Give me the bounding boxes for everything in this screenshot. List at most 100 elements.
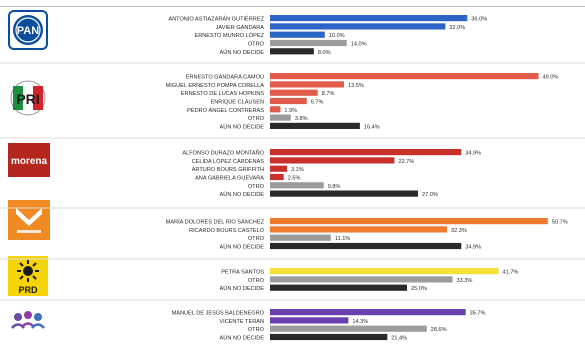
bar [270, 114, 291, 121]
pan-logo-text: PAN [17, 25, 39, 37]
value-label: 16.4% [364, 124, 380, 130]
bar [270, 89, 318, 96]
category-label: VICENTE TERÁN [219, 318, 264, 325]
morena-logo-text: morena [11, 156, 48, 167]
mc-logo-icon [8, 200, 50, 240]
bar [270, 234, 331, 241]
category-label: OTRO [248, 236, 265, 242]
bar [270, 81, 344, 88]
category-label: MIGUEL ERNESTO POMPA CORELLA [166, 83, 265, 89]
category-label: OTRO [248, 184, 265, 190]
category-label: ARTURO BOURS GRIFFITH [192, 167, 264, 173]
value-label: 33.3% [457, 278, 473, 284]
bar [270, 23, 446, 30]
bar [270, 97, 307, 105]
value-label: 28.6% [431, 327, 447, 333]
bar [270, 325, 427, 332]
value-label: 14.0% [351, 42, 367, 48]
value-label: 32.3% [451, 228, 467, 234]
category-label: ANA GABRIELA GUEVARA [195, 176, 264, 182]
prd-logo-icon: PRD [8, 256, 48, 296]
category-label: ALFONSO DURAZO MONTAÑO [182, 150, 264, 157]
category-label: AÚN NO DECIDE [220, 285, 265, 292]
bar [270, 122, 360, 129]
value-label: 9.8% [328, 184, 341, 190]
category-label: AÚN NO DECIDE [220, 191, 265, 198]
morena-logo-icon: morena [8, 143, 50, 177]
category-label: OTRO [248, 42, 265, 48]
bar [270, 182, 324, 189]
value-label: 14.3% [352, 319, 368, 325]
value-label: 27.0% [422, 192, 438, 198]
bar [270, 218, 548, 225]
category-label: MARÍA DOLORES DEL RÍO SÁNCHEZ [166, 219, 265, 226]
bar [270, 106, 281, 113]
category-label: AÚN NO DECIDE [220, 49, 265, 56]
pan-logo-icon: PAN [8, 10, 48, 50]
value-label: 6.7% [311, 100, 324, 106]
bar [270, 309, 466, 316]
bar [270, 333, 388, 341]
category-label: AÚN NO DECIDE [220, 123, 265, 130]
category-label: JAVIER GÁNDARA [216, 24, 265, 31]
category-label: PETRA SANTOS [221, 270, 264, 276]
bar [270, 173, 284, 181]
bar [270, 48, 314, 55]
value-label: 10.0% [329, 33, 345, 39]
bar [270, 39, 347, 47]
category-label: OTRO [248, 116, 265, 122]
category-label: CELIDA LÓPEZ CÁRDENAS [192, 158, 265, 165]
value-label: 8.7% [322, 91, 335, 97]
bar [270, 317, 349, 324]
bar [270, 242, 462, 250]
bar [270, 165, 287, 172]
pri-logo-icon: PRI [10, 80, 46, 116]
top-divider [0, 6, 585, 7]
category-label: ERNESTO GÁNDARA CAMOU [186, 74, 264, 81]
bar [270, 157, 395, 164]
category-label: MANUEL DE JESÚS BALDENEGRO [172, 310, 265, 317]
value-label: 8.0% [318, 50, 331, 56]
value-label: 11.1% [335, 236, 350, 242]
bar [270, 73, 539, 80]
value-label: 21.4% [391, 336, 407, 342]
category-label: PEDRO ÁNGEL CONTRERAS [187, 107, 264, 114]
pes-logo-icon [11, 311, 45, 329]
bar [270, 276, 453, 283]
value-label: 22.7% [398, 159, 414, 165]
value-label: 34.9% [465, 245, 481, 251]
value-label: 35.7% [470, 311, 486, 317]
category-label: OTRO [248, 327, 265, 333]
value-label: 49.0% [543, 75, 559, 81]
bar [270, 284, 408, 291]
category-label: RICARDO BOURS CASTELO [189, 228, 265, 234]
bar [270, 268, 499, 275]
category-label: ANTONIO ASTIAZARÁN GUTIÉRREZ [168, 16, 264, 23]
category-label: AÚN NO DECIDE [220, 335, 265, 342]
value-label: 32.0% [449, 25, 465, 31]
bar [270, 31, 325, 38]
category-label: ENRIQUE CLAUSEN [211, 100, 264, 106]
value-label: 2.5% [288, 176, 301, 182]
prd-logo-text: PRD [18, 285, 38, 295]
value-label: 3.8% [295, 116, 308, 122]
bar [270, 226, 448, 233]
category-label: AÚN NO DECIDE [220, 244, 265, 251]
value-label: 41.7% [503, 270, 519, 276]
value-label: 1.9% [284, 108, 297, 114]
category-label: OTRO [248, 278, 265, 284]
value-label: 13.5% [348, 83, 364, 89]
bar [270, 149, 462, 156]
category-label: ERNESTO MUNRO LÓPEZ [194, 32, 264, 39]
value-label: 3.1% [291, 167, 304, 173]
pri-logo-text: PRI [16, 91, 39, 107]
value-label: 25.0% [411, 286, 427, 292]
value-label: 34.9% [465, 151, 481, 157]
value-label: 50.7% [552, 220, 568, 226]
bar [270, 15, 468, 22]
bar [270, 190, 418, 197]
value-label: 36.0% [471, 17, 487, 23]
category-label: ERNESTO DE LUCAS HOPKINS [181, 91, 264, 97]
